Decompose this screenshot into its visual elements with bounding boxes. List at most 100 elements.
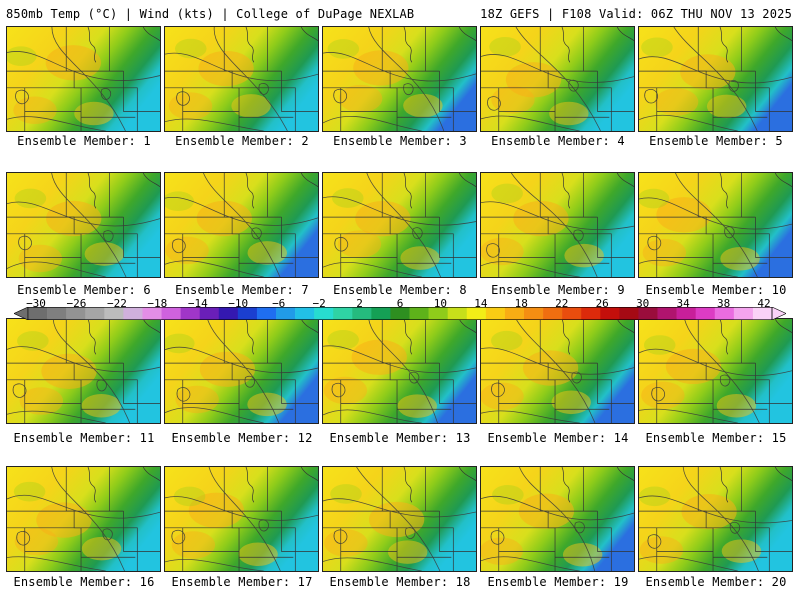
- ensemble-member-map: [322, 26, 477, 132]
- ensemble-member-map: [6, 466, 161, 572]
- ensemble-member-label: Ensemble Member: 8: [333, 283, 467, 297]
- colorbar-tick-label: −18: [147, 297, 168, 310]
- colorbar-swatch: [161, 307, 181, 320]
- colorbar-swatch: [543, 307, 563, 320]
- colorbar-swatch: [123, 307, 143, 320]
- colorbar-tick-label: −2: [312, 297, 326, 310]
- colorbar-swatch: [447, 307, 468, 320]
- ensemble-member-label: Ensemble Member: 9: [491, 283, 625, 297]
- colorbar-swatch: [85, 307, 105, 320]
- ensemble-member-map: [480, 26, 635, 132]
- ensemble-member-map: [480, 172, 635, 278]
- colorbar-swatch: [524, 307, 544, 320]
- colorbar-swatch: [314, 307, 334, 320]
- ensemble-member-label: Ensemble Member: 5: [649, 134, 783, 148]
- colorbar-tick-label: 38: [716, 297, 731, 310]
- colorbar-swatch: [428, 307, 448, 320]
- ensemble-member-label: Ensemble Member: 11: [13, 431, 155, 445]
- colorbar-tick-label: 30: [636, 297, 650, 310]
- ensemble-member-map: [322, 318, 477, 424]
- ensemble-member-map: [6, 172, 161, 278]
- ensemble-member-label: Ensemble Member: 14: [487, 431, 629, 445]
- colorbar-swatch: [352, 307, 372, 320]
- ensemble-member-map: [322, 466, 477, 572]
- ensemble-member-map: [164, 318, 319, 424]
- colorbar-swatch: [504, 307, 525, 320]
- colorbar-swatch: [218, 307, 239, 320]
- ensemble-member-label: Ensemble Member: 6: [17, 283, 151, 297]
- ensemble-member-map: [480, 466, 635, 572]
- colorbar-swatch: [333, 307, 353, 320]
- ensemble-member-map: [164, 26, 319, 132]
- colorbar-swatch: [142, 307, 162, 320]
- ensemble-member-label: Ensemble Member: 2: [175, 134, 309, 148]
- colorbar-swatch: [676, 307, 696, 320]
- ensemble-member-label: Ensemble Member: 13: [329, 431, 471, 445]
- colorbar-tick-label: −30: [26, 297, 46, 310]
- ensemble-member-label: Ensemble Member: 12: [171, 431, 313, 445]
- ensemble-member-label: Ensemble Member: 3: [333, 134, 467, 148]
- colorbar-scale: [14, 307, 786, 320]
- colorbar-swatch: [657, 307, 677, 320]
- map-title: 850mb Temp (°C) | Wind (kts) | College o…: [6, 7, 415, 21]
- temperature-colorbar: −30 −26 −22 −18 −14 −10 −6 −2 2 6 10 14 18 22 26 30 34 38…: [14, 298, 786, 320]
- colorbar-swatch: [180, 307, 200, 320]
- ensemble-member-label: Ensemble Member: 4: [491, 134, 625, 148]
- colorbar-swatch: [562, 307, 582, 320]
- colorbar-tick-label: 34: [676, 297, 690, 310]
- colorbar-swatch: [733, 307, 754, 320]
- ensemble-member-map: [638, 318, 793, 424]
- colorbar-swatch: [295, 307, 315, 320]
- colorbar-tick-label: −6: [272, 297, 286, 310]
- colorbar-tick-label: 42: [757, 297, 771, 310]
- colorbar-swatch: [485, 307, 506, 320]
- colorbar-swatch: [371, 307, 391, 320]
- ensemble-member-label: Ensemble Member: 18: [329, 575, 471, 589]
- ensemble-member-label: Ensemble Member: 19: [487, 575, 629, 589]
- colorbar-swatch: [466, 307, 487, 320]
- colorbar-tick-label: 18: [514, 297, 528, 310]
- ensemble-member-label: Ensemble Member: 17: [171, 575, 313, 589]
- colorbar-swatch: [409, 307, 429, 320]
- colorbar-tick-label: 2: [356, 297, 363, 310]
- colorbar-swatch: [28, 307, 48, 320]
- ensemble-member-label: Ensemble Member: 20: [645, 575, 787, 589]
- ensemble-member-label: Ensemble Member: 10: [645, 283, 787, 297]
- ensemble-member-label: Ensemble Member: 1: [17, 134, 151, 148]
- colorbar-swatch: [104, 307, 124, 320]
- colorbar-tick-label: −14: [187, 297, 208, 310]
- ensemble-member-map: [638, 26, 793, 132]
- ensemble-member-map: [6, 26, 161, 132]
- colorbar-tick-label: 26: [595, 297, 609, 310]
- colorbar-tick-label: 10: [433, 297, 448, 310]
- colorbar-tick-label: −26: [66, 297, 87, 310]
- colorbar-swatch: [619, 307, 639, 320]
- colorbar-right-arrow: [771, 307, 786, 320]
- colorbar-swatch: [256, 307, 277, 320]
- ensemble-member-map: [480, 318, 635, 424]
- colorbar-tick-label: 22: [555, 297, 569, 310]
- ensemble-member-label: Ensemble Member: 7: [175, 283, 309, 297]
- colorbar-tick-label: 6: [396, 297, 404, 310]
- ensemble-member-label: Ensemble Member: 15: [645, 431, 787, 445]
- colorbar-swatch: [199, 307, 220, 320]
- colorbar-swatch: [47, 307, 67, 320]
- colorbar-swatch: [390, 307, 410, 320]
- ensemble-member-map: [6, 318, 161, 424]
- colorbar-swatch: [714, 307, 735, 320]
- colorbar-swatch: [237, 307, 258, 320]
- colorbar-swatch: [276, 307, 296, 320]
- colorbar-tick-label: −10: [228, 297, 249, 310]
- ensemble-member-map: [638, 172, 793, 278]
- model-run-info: 18Z GEFS | F108 Valid: 06Z THU NOV 13 20…: [480, 7, 792, 21]
- ensemble-member-map: [164, 466, 319, 572]
- ensemble-member-label: Ensemble Member: 16: [13, 575, 155, 589]
- colorbar-tick-label: −22: [106, 297, 127, 310]
- colorbar-swatch: [66, 307, 86, 320]
- ensemble-member-map: [164, 172, 319, 278]
- colorbar-swatch: [638, 307, 658, 320]
- colorbar-swatch: [581, 307, 601, 320]
- colorbar-tick-label: 14: [474, 297, 488, 310]
- colorbar-swatch: [695, 307, 716, 320]
- ensemble-member-map: [638, 466, 793, 572]
